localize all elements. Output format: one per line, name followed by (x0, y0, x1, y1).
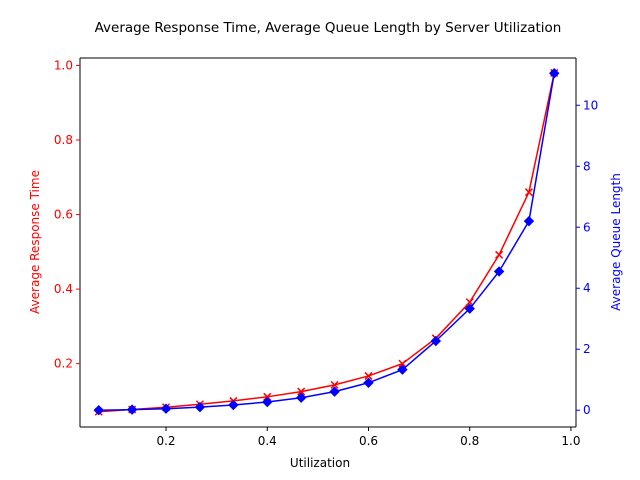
plot-area: 0.2 0.4 0.6 0.8 1.0 0.2 0.4 0.6 0.8 1.0 0 2 4 6 8 10 (54, 57, 598, 448)
series-1-point (524, 188, 533, 197)
y-axis-left-label: Average Response Time (28, 170, 42, 314)
y-right-tick-label: 2 (583, 342, 591, 356)
series-2-point (93, 405, 104, 416)
x-axis-label: Utilization (290, 456, 350, 470)
series-2-point (262, 396, 273, 408)
series-1-point (330, 380, 339, 389)
y-right-tick-label: 6 (583, 220, 591, 234)
chart-title: Average Response Time, Average Queue Len… (95, 20, 562, 36)
series-1-point (465, 298, 474, 307)
x-tick-label: 0.6 (359, 434, 378, 448)
y-left-tick-label: 0.8 (54, 133, 73, 147)
series-2-point (464, 303, 475, 314)
series-2-point (430, 335, 442, 347)
series-2-point (295, 392, 307, 403)
y-axis-right-label: Average Queue Length (609, 173, 623, 311)
series-2-point (329, 386, 340, 397)
y-right-tick-label: 10 (583, 98, 598, 112)
series-2-point (228, 399, 239, 411)
y-left-tick-label: 0.4 (54, 282, 73, 296)
y-right-tick-label: 4 (583, 281, 591, 295)
y-left-tick-label: 0.6 (54, 208, 73, 222)
series-1-line (98, 72, 555, 413)
series-1-point (398, 359, 407, 368)
series-2-point (194, 401, 206, 413)
y-right-tick-label: 0 (583, 403, 591, 417)
series-2-point (493, 266, 505, 277)
x-tick-label: 0.4 (258, 434, 277, 448)
series-1-point (297, 387, 306, 396)
series-2-point (160, 403, 172, 414)
x-tick-label: 0.8 (460, 434, 479, 448)
series-1-point (495, 250, 504, 259)
series-2-line (98, 73, 555, 411)
x-tick-label: 1.0 (561, 434, 580, 448)
series-2-point (397, 364, 408, 375)
series-2-point (523, 215, 535, 227)
series-2-point (126, 404, 138, 415)
x-tick-label: 0.2 (156, 434, 175, 448)
y-left-tick-label: 1.0 (54, 58, 73, 72)
series-2-point (549, 68, 560, 79)
y-left-tick-label: 0.2 (54, 357, 73, 371)
y-right-tick-label: 8 (583, 159, 591, 173)
series-1-point (364, 371, 373, 380)
series-2-point (363, 377, 374, 388)
